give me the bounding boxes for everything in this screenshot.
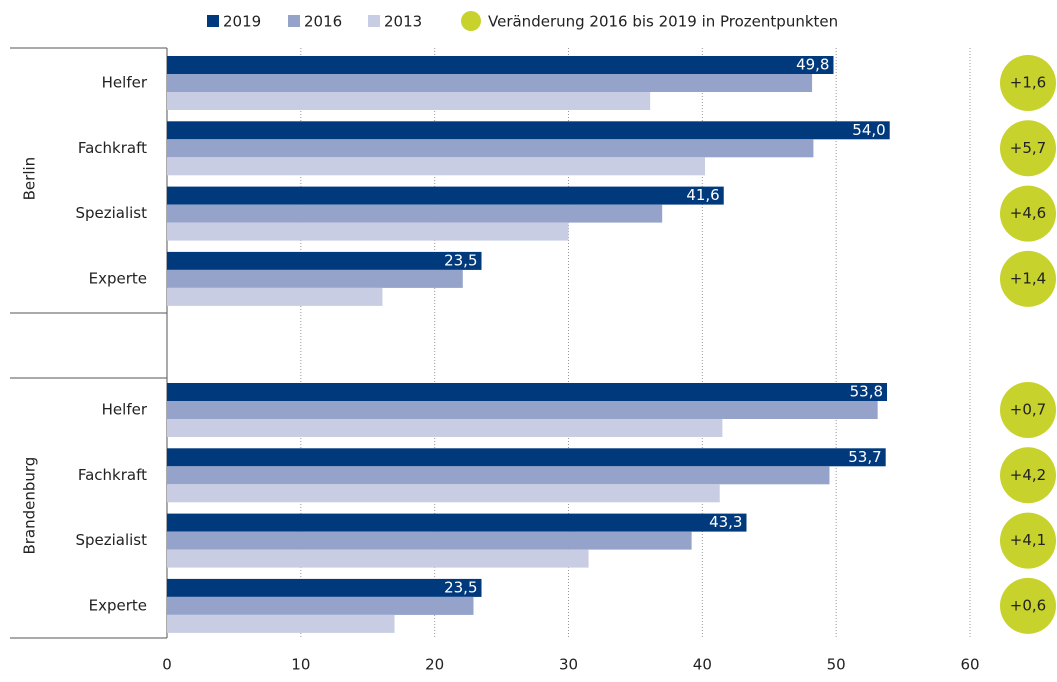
change-marker	[1000, 120, 1056, 177]
bar	[167, 484, 720, 503]
bar	[167, 251, 482, 270]
data-label: 23,5	[444, 578, 477, 596]
bar	[167, 614, 395, 633]
legend-label: Veränderung 2016 bis 2019 in Prozentpunk…	[488, 13, 838, 31]
data-label: 53,7	[848, 448, 881, 466]
legend-swatch	[461, 11, 481, 31]
data-label: 41,6	[686, 186, 719, 204]
change-label: +5,7	[1010, 139, 1046, 157]
bar	[167, 56, 834, 74]
x-tick-label: 10	[291, 656, 310, 674]
change-label: +1,4	[1010, 269, 1046, 287]
bar	[167, 92, 651, 110]
data-label: 53,8	[850, 383, 883, 401]
change-label: +4,1	[1010, 531, 1046, 549]
bar	[167, 121, 890, 140]
data-label: 49,8	[796, 56, 829, 74]
change-marker	[1000, 185, 1056, 242]
data-label: 54,0	[852, 121, 885, 139]
change-label: +0,6	[1010, 596, 1046, 614]
legend-swatch	[288, 15, 300, 27]
legend-label: 2016	[304, 13, 342, 31]
x-tick-label: 40	[693, 656, 712, 674]
data-label: 43,3	[709, 513, 742, 531]
bar	[167, 157, 706, 176]
x-tick-label: 0	[162, 656, 172, 674]
y-tick-label: Helfer	[102, 74, 148, 92]
bar	[167, 401, 878, 419]
bar	[167, 549, 589, 568]
legend-label: 2019	[223, 13, 261, 31]
bar	[167, 419, 723, 437]
y-tick-label: Spezialist	[75, 531, 147, 549]
bar	[167, 204, 663, 223]
x-tick-label: 60	[960, 656, 979, 674]
y-tick-label: Fachkraft	[78, 466, 147, 484]
bar	[167, 596, 474, 615]
bar	[167, 513, 747, 532]
change-label: +1,6	[1010, 74, 1046, 92]
bar	[167, 383, 888, 401]
group-label: Berlin	[21, 157, 39, 201]
change-marker	[1000, 250, 1056, 307]
legend-swatch	[368, 15, 380, 27]
bar	[167, 269, 463, 288]
data-label: 23,5	[444, 251, 477, 269]
x-tick-label: 30	[559, 656, 578, 674]
group-label: Brandenburg	[21, 457, 39, 555]
change-marker	[1000, 577, 1056, 634]
bar	[167, 466, 830, 485]
bar	[167, 74, 813, 92]
bar	[167, 222, 569, 241]
change-marker	[1000, 55, 1056, 111]
bar	[167, 448, 886, 467]
bar	[167, 186, 724, 205]
y-tick-label: Experte	[89, 269, 147, 287]
change-marker	[1000, 382, 1056, 438]
bar	[167, 578, 482, 597]
bar	[167, 531, 692, 550]
change-label: +0,7	[1010, 401, 1046, 419]
change-label: +4,6	[1010, 204, 1046, 222]
legend-swatch	[207, 15, 219, 27]
legend-label: 2013	[384, 13, 422, 31]
bar	[167, 139, 814, 158]
change-marker	[1000, 447, 1056, 504]
change-label: +4,2	[1010, 466, 1046, 484]
x-tick-label: 50	[827, 656, 846, 674]
x-tick-label: 20	[425, 656, 444, 674]
change-marker	[1000, 512, 1056, 569]
y-tick-label: Spezialist	[75, 204, 147, 222]
y-tick-label: Experte	[89, 596, 147, 614]
y-tick-label: Fachkraft	[78, 139, 147, 157]
y-tick-label: Helfer	[102, 401, 148, 419]
bar	[167, 287, 383, 306]
